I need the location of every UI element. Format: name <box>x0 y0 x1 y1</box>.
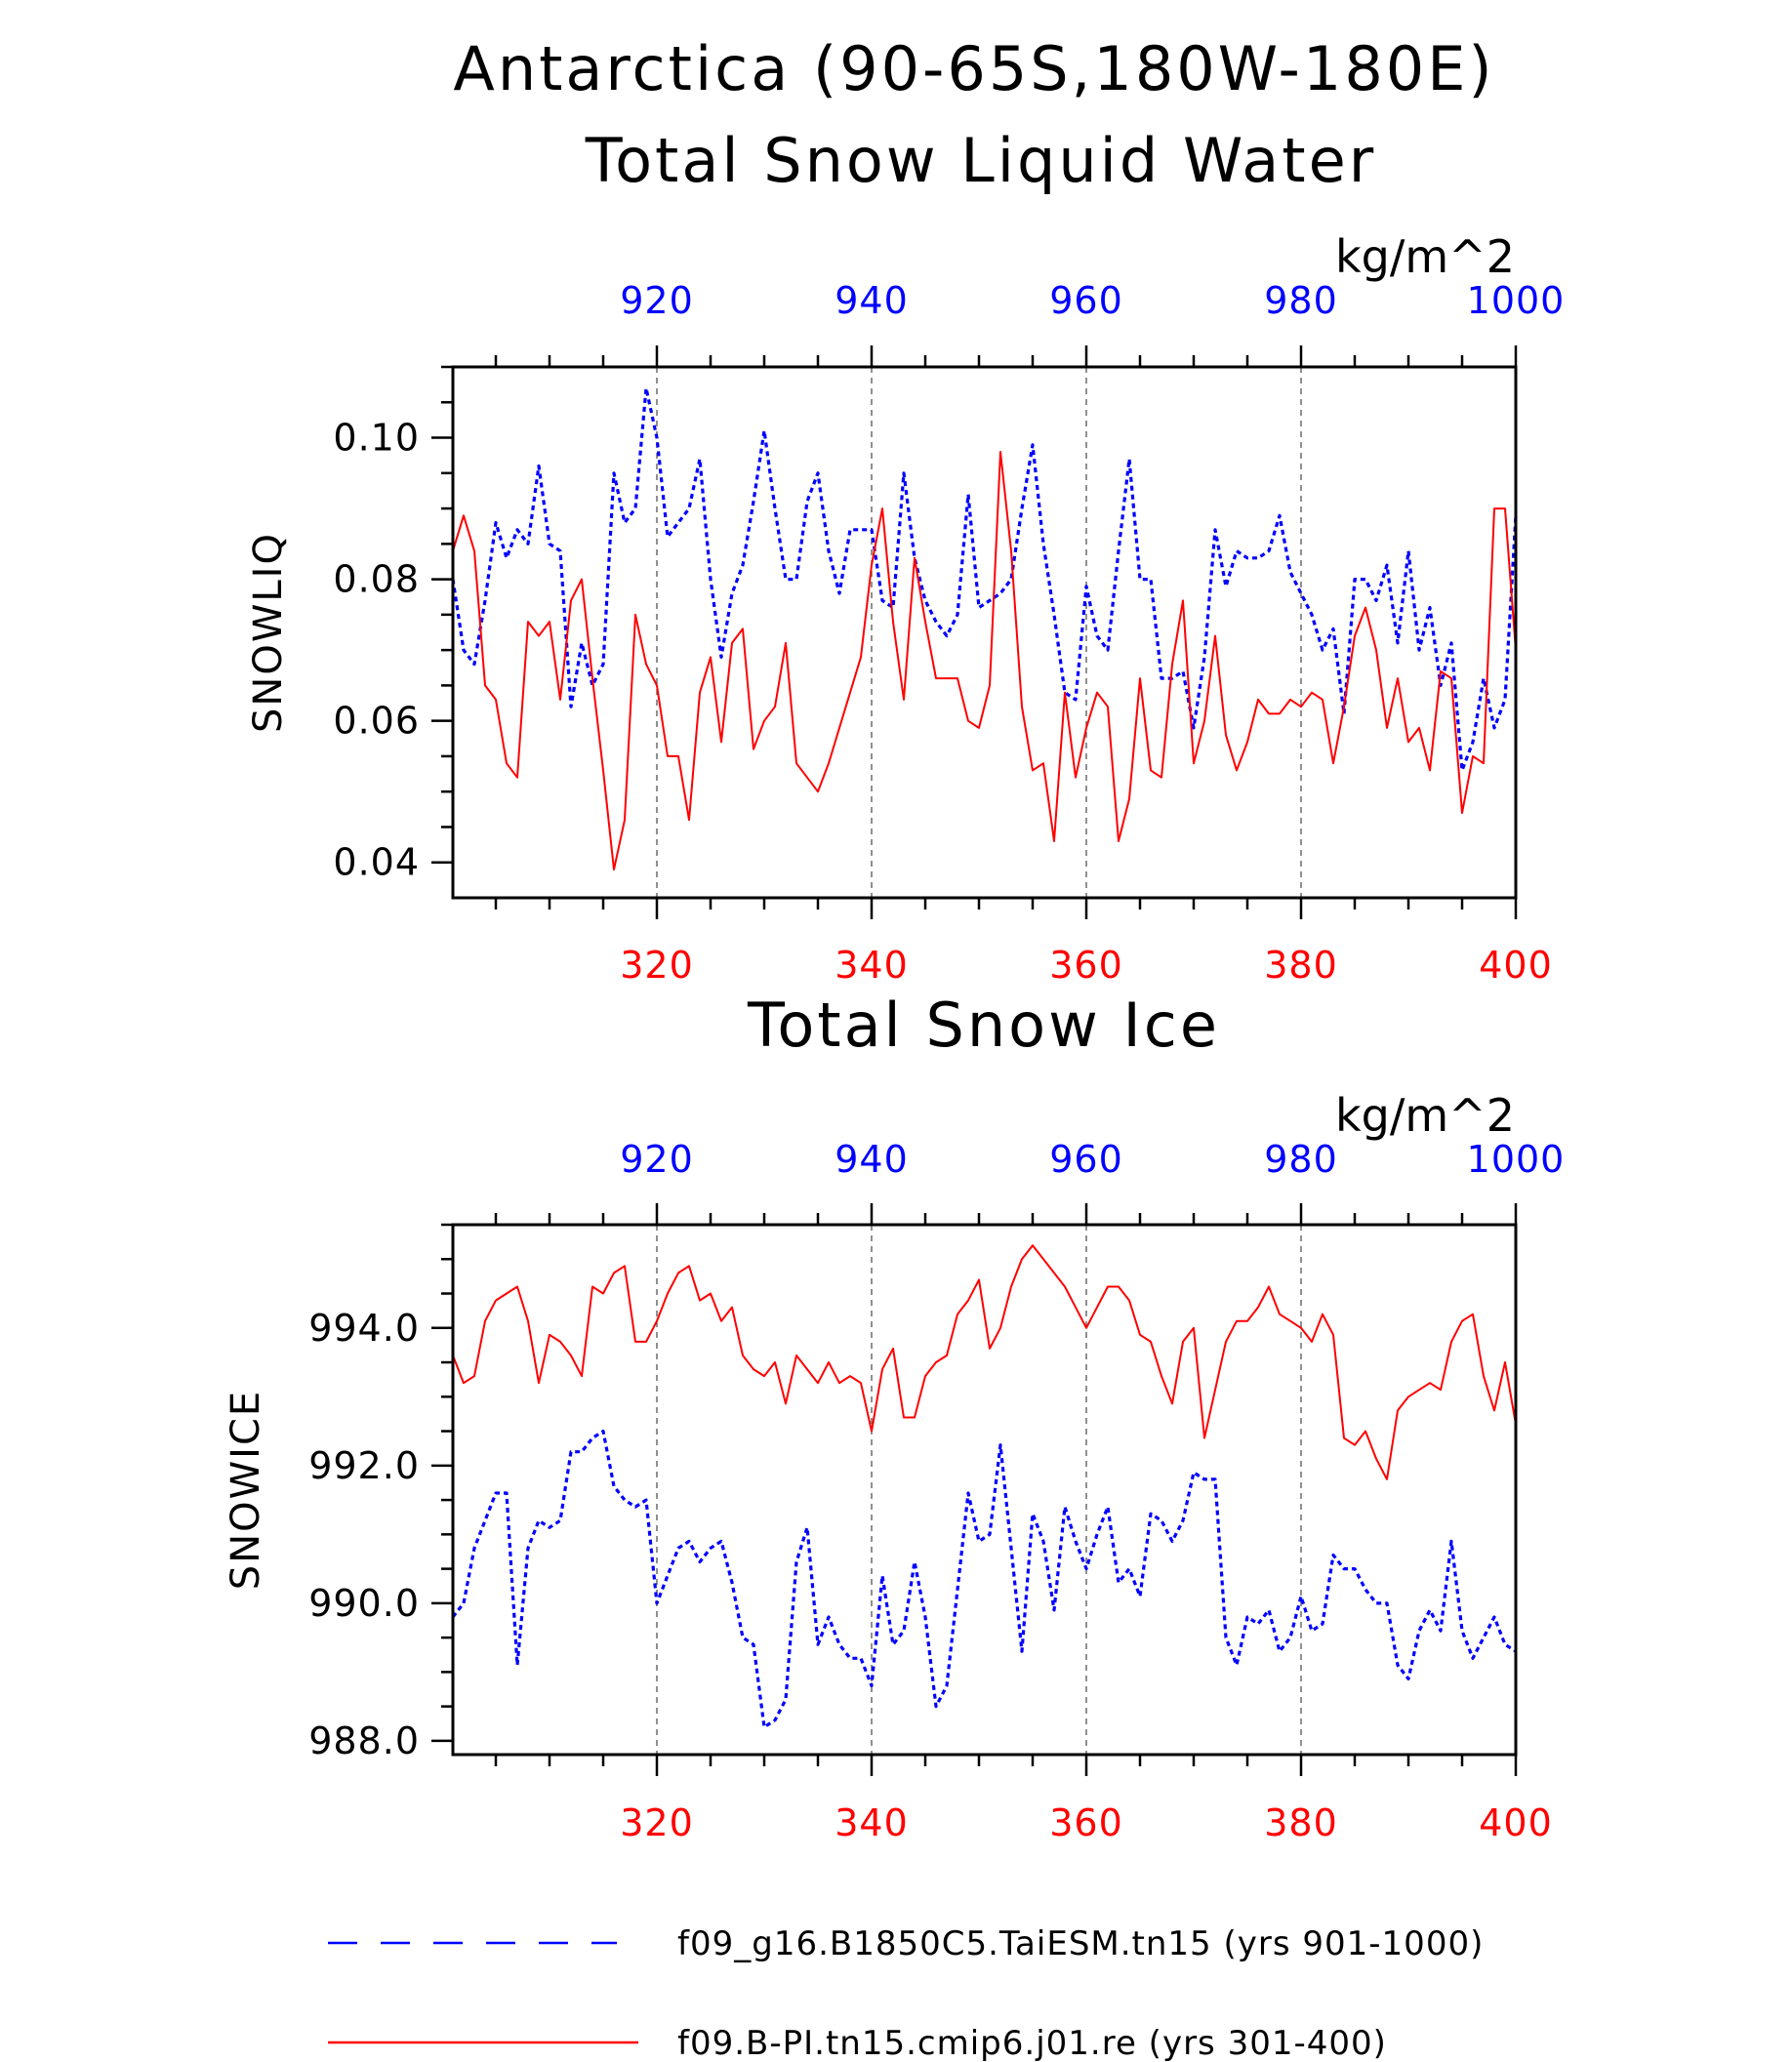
y-tick-label: 990.0 <box>308 1582 420 1625</box>
y-tick-label: 994.0 <box>308 1307 420 1350</box>
x-tick-label-bottom: 380 <box>1264 1801 1338 1844</box>
y-tick-label: 0.04 <box>333 841 420 884</box>
figure-title: Antarctica (90-65S,180W-180E) <box>453 33 1494 104</box>
series-line-bpi <box>452 1244 1517 1480</box>
chart-title-snowice: Total Snow Ice <box>747 990 1220 1061</box>
legend-label-bpi: f09.B-PI.tn15.cmip6.j01.re (yrs 301-400) <box>677 2024 1387 2062</box>
y-tick-label: 0.06 <box>333 700 420 743</box>
x-tick-label-bottom: 340 <box>835 1801 909 1844</box>
y-tick-label: 0.08 <box>333 558 420 601</box>
x-tick-label-top: 960 <box>1049 1138 1123 1181</box>
x-tick-label-bottom: 360 <box>1049 944 1123 987</box>
x-tick-label-top: 1000 <box>1467 279 1566 322</box>
legend-label-taiesm: f09_g16.B1850C5.TaiESM.tn15 (yrs 901-100… <box>677 1924 1484 1963</box>
x-tick-label-top: 960 <box>1049 279 1123 322</box>
x-tick-label-top: 980 <box>1264 1138 1338 1181</box>
x-tick-label-bottom: 360 <box>1049 1801 1123 1844</box>
x-tick-label-top: 1000 <box>1467 1138 1566 1181</box>
y-tick-label: 988.0 <box>308 1719 420 1762</box>
x-tick-label-bottom: 320 <box>620 1801 694 1844</box>
x-tick-label-top: 940 <box>835 279 909 322</box>
x-tick-label-bottom: 380 <box>1264 944 1338 987</box>
y-axis-label: SNOWICE <box>224 1390 268 1590</box>
x-tick-label-bottom: 340 <box>835 944 909 987</box>
plot-frame <box>451 365 1518 900</box>
units-label: kg/m^2 <box>1335 1089 1515 1142</box>
series-line-bpi <box>452 451 1517 870</box>
x-tick-label-top: 920 <box>620 279 694 322</box>
legend: f09_g16.B1850C5.TaiESM.tn15 (yrs 901-100… <box>328 1924 1484 2062</box>
series-line-taiesm <box>451 1429 1517 1729</box>
y-axis-label: SNOWLIQ <box>246 532 291 733</box>
units-label: kg/m^2 <box>1335 230 1515 283</box>
x-tick-label-bottom: 320 <box>620 944 694 987</box>
y-tick-label: 992.0 <box>308 1444 420 1487</box>
x-tick-label-bottom: 400 <box>1479 944 1553 987</box>
series-line-taiesm <box>451 386 1518 773</box>
x-tick-label-top: 980 <box>1264 279 1338 322</box>
y-tick-label: 0.10 <box>333 417 420 460</box>
x-tick-label-top: 940 <box>835 1138 909 1181</box>
x-tick-label-bottom: 400 <box>1479 1801 1553 1844</box>
chart-title-snowliq: Total Snow Liquid Water <box>585 125 1377 196</box>
x-tick-label-top: 920 <box>620 1138 694 1181</box>
plot-frame <box>451 1223 1518 1757</box>
